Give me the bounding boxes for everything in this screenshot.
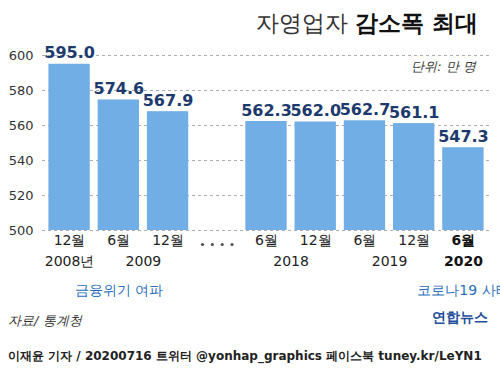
svg-text:540: 540 — [9, 153, 34, 168]
svg-text:562.0: 562.0 — [290, 101, 341, 120]
svg-text:6월: 6월 — [452, 232, 476, 248]
svg-text:12월: 12월 — [54, 232, 86, 248]
svg-text:2020: 2020 — [444, 253, 483, 269]
svg-text:562.3: 562.3 — [241, 101, 292, 120]
svg-text:12월: 12월 — [300, 232, 332, 248]
svg-text:6월: 6월 — [107, 232, 130, 248]
svg-text:금융위기 여파: 금융위기 여파 — [75, 282, 163, 298]
svg-text:2008년: 2008년 — [45, 253, 95, 269]
svg-text:2019: 2019 — [372, 253, 408, 269]
html-text:이재윤 기자 / 20200716 트위터 @yonhap_: 이재윤 기자 / 20200716 트위터 @yonhap_graphics 페… — [8, 349, 482, 363]
svg-text:567.9: 567.9 — [143, 91, 194, 110]
html-text:단위: 만 명: 단위: 만 명 — [411, 59, 476, 74]
html-text:연합뉴스: 연합뉴스 — [432, 309, 488, 325]
svg-text:2009: 2009 — [126, 253, 162, 269]
svg-text:600: 600 — [9, 48, 34, 63]
svg-text:코로나19 사태: 코로나19 사태 — [417, 282, 500, 298]
html-text:자료/ 통계청: 자료/ 통계청 — [8, 313, 82, 328]
svg-text:580: 580 — [9, 83, 34, 98]
svg-text:6월: 6월 — [354, 232, 377, 248]
svg-text:562.7: 562.7 — [340, 100, 391, 119]
svg-text:547.3: 547.3 — [438, 127, 489, 146]
svg-text:2018: 2018 — [273, 253, 309, 269]
svg-text:520: 520 — [9, 188, 34, 203]
svg-text:595.0: 595.0 — [44, 43, 95, 62]
svg-text:574.6: 574.6 — [94, 79, 145, 98]
html-text:자영업자감소폭 최대: 자영업자감소폭 최대 — [255, 10, 478, 36]
svg-text:500: 500 — [9, 223, 34, 238]
svg-text:6월: 6월 — [255, 232, 278, 248]
svg-text:560: 560 — [9, 118, 34, 133]
svg-text:561.1: 561.1 — [389, 103, 440, 122]
svg-text:12월: 12월 — [398, 232, 430, 248]
svg-text:12월: 12월 — [152, 232, 184, 248]
